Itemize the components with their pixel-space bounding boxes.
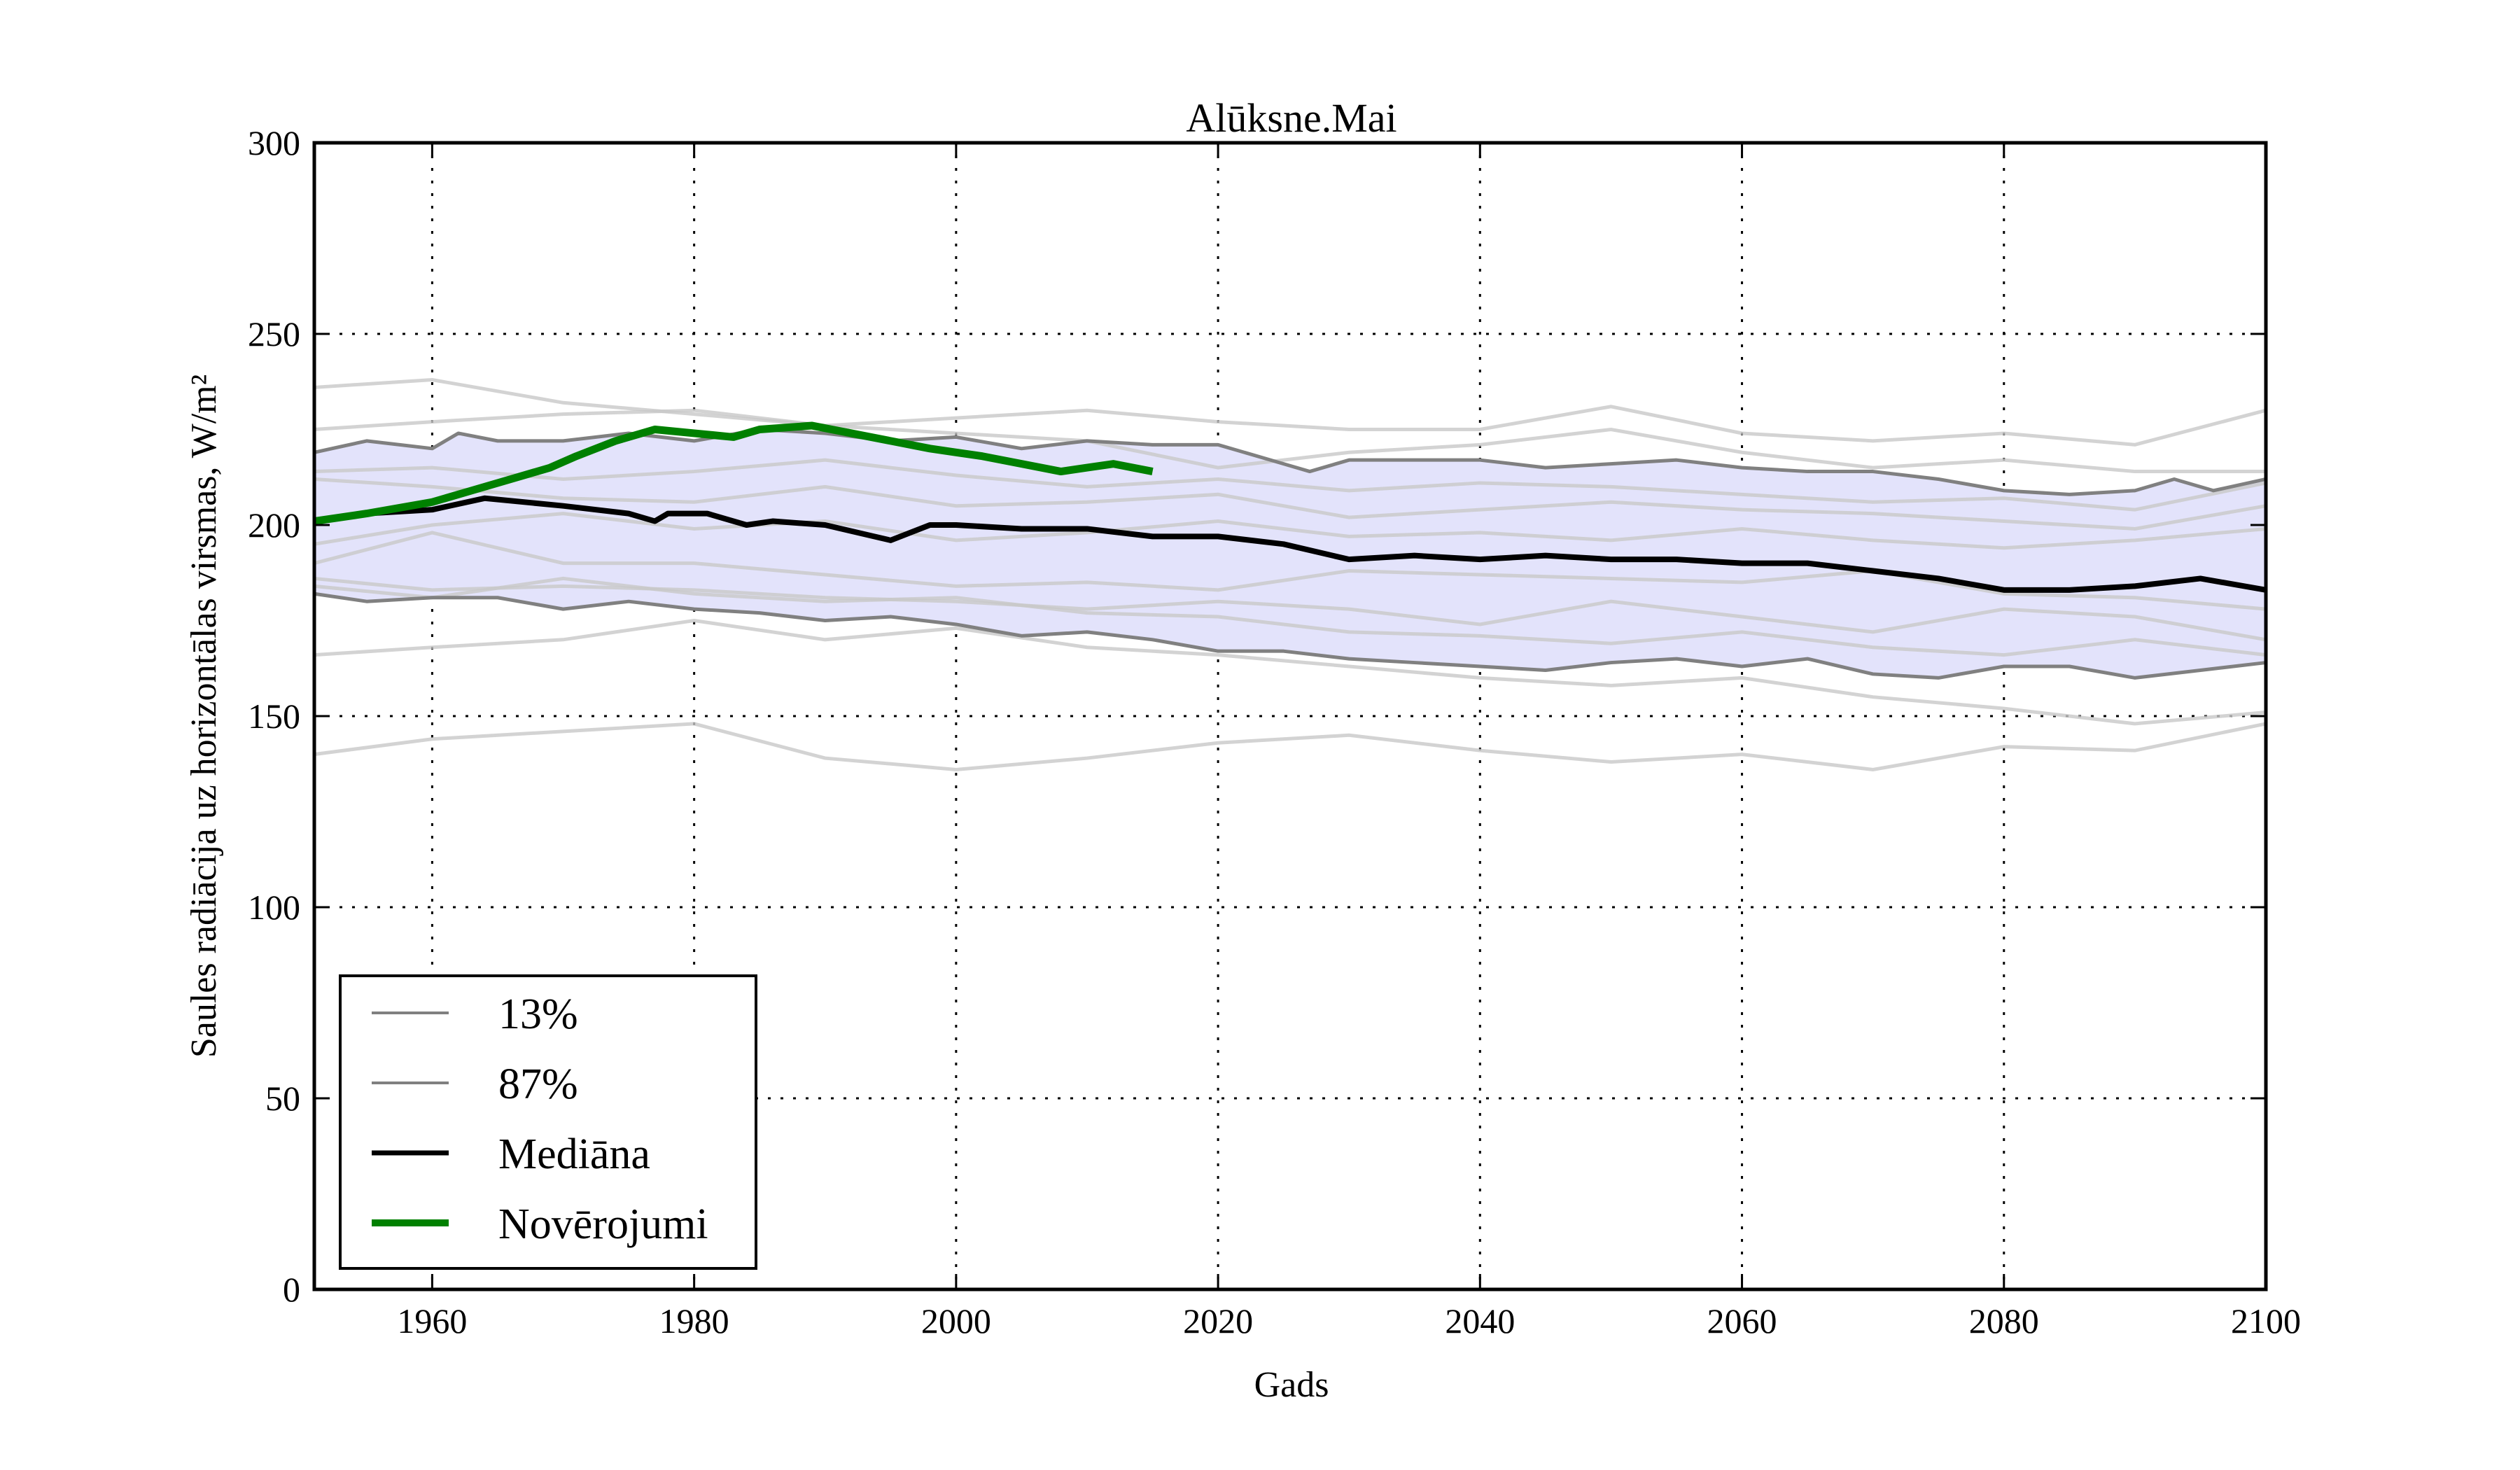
legend-label: Mediāna bbox=[498, 1130, 650, 1178]
series-lines bbox=[314, 421, 2267, 680]
x-tick-label: 1960 bbox=[397, 1301, 467, 1340]
y-tick-label: 0 bbox=[283, 1270, 300, 1309]
x-axis-label: Gads bbox=[1254, 1365, 1329, 1405]
y-tick-label: 150 bbox=[248, 696, 300, 736]
chart-title: Alūksne.Mai bbox=[1186, 95, 1396, 141]
ensemble-member-line bbox=[314, 378, 2267, 447]
ensemble-member-line bbox=[314, 576, 2267, 642]
percentile-band bbox=[314, 429, 2266, 678]
percentile-13-line bbox=[314, 592, 2267, 680]
ensemble-member-line bbox=[314, 408, 2266, 474]
ensemble-member-line bbox=[314, 576, 2267, 657]
percentile-87-line bbox=[314, 428, 2267, 496]
ensemble-member-line bbox=[314, 477, 2267, 531]
y-tick-label: 200 bbox=[248, 505, 300, 545]
x-tick-label: 2040 bbox=[1445, 1301, 1515, 1340]
ensemble-member-line bbox=[314, 722, 2267, 771]
y-tick-label: 100 bbox=[248, 888, 300, 927]
legend-label: 13% bbox=[498, 990, 578, 1038]
legend-label: Novērojumi bbox=[498, 1200, 708, 1248]
y-axis-label: Saules radiācija uz horizontālas virsmas… bbox=[184, 374, 224, 1058]
x-tick-label: 2100 bbox=[2231, 1301, 2301, 1340]
legend-label: 87% bbox=[498, 1060, 578, 1108]
x-tick-label: 2000 bbox=[921, 1301, 991, 1340]
x-tick-label: 1980 bbox=[659, 1301, 729, 1340]
band-fill bbox=[314, 429, 2266, 678]
x-tick-label: 2080 bbox=[1969, 1301, 2039, 1340]
x-tick-label: 2020 bbox=[1183, 1301, 1253, 1340]
ensemble-member-line bbox=[314, 531, 2267, 611]
y-tick-label: 250 bbox=[248, 314, 300, 354]
observations-line bbox=[314, 421, 1154, 525]
ensemble-member-line bbox=[314, 618, 2267, 726]
x-tick-label: 2060 bbox=[1707, 1301, 1777, 1340]
x-axis-ticks: 1960 1980 2000 2020 2040 2060 2080 2100 bbox=[397, 143, 2301, 1340]
legend: 13% 87% Mediāna Novērojumi bbox=[339, 974, 757, 1270]
ensemble-members bbox=[314, 378, 2267, 771]
y-tick-label: 50 bbox=[265, 1079, 300, 1118]
ensemble-member-line bbox=[314, 512, 2267, 550]
y-axis-ticks: 0 50 100 150 200 250 300 bbox=[248, 123, 2266, 1309]
y-tick-label: 300 bbox=[248, 123, 300, 162]
ensemble-member-line bbox=[314, 458, 2267, 512]
median-line bbox=[314, 495, 2267, 593]
